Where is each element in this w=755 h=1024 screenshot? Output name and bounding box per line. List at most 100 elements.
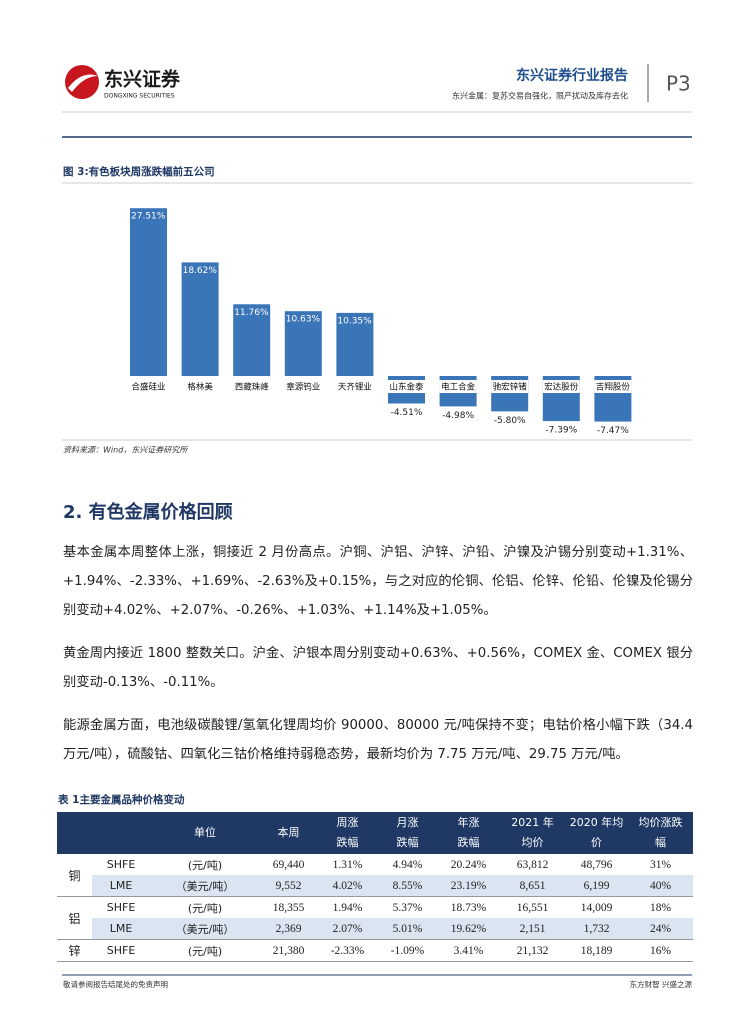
header-text: 跌幅 bbox=[457, 836, 480, 849]
table-cell: 21,132 bbox=[500, 939, 565, 962]
header-text: 2020 年均 bbox=[569, 816, 624, 829]
section-body: 基本金属本周整体上涨，铜接近 2 月份高点。沪铜、沪铝、沪锌、沪铅、沪镍及沪锡分… bbox=[63, 538, 693, 783]
table-row: 铝 SHFE (元/吨) 18,355 1.94% 5.37% 18.73% 16,551 14… bbox=[57, 896, 693, 940]
table-cell: SHFE bbox=[92, 939, 150, 962]
table-cell: LME bbox=[92, 918, 150, 940]
table-cell: SHFE bbox=[106, 901, 136, 914]
metal-cell: 铜 bbox=[57, 854, 92, 897]
value-label: 10.35% bbox=[337, 316, 372, 326]
table-cell: 1.31% bbox=[332, 858, 363, 871]
logo-icon bbox=[65, 65, 99, 99]
metal-cell: 铝 bbox=[57, 896, 92, 940]
value-label: -4.98% bbox=[442, 411, 474, 421]
table-cell: LME bbox=[92, 875, 150, 897]
table-cell: (元/吨) bbox=[187, 901, 223, 915]
header-cell: 均价涨跌幅 bbox=[628, 812, 693, 854]
header-text: 幅 bbox=[655, 836, 666, 849]
report-subtitle: 东兴金属：复苏交易自强化，限产扰动及库存去化 bbox=[452, 91, 628, 101]
table-cell: 9,552 bbox=[260, 875, 317, 897]
table-cell: SHFE bbox=[106, 858, 136, 871]
table-cell: 69,440 bbox=[272, 858, 305, 871]
table-cell: 18,355 bbox=[272, 901, 305, 914]
table-cell: 19.62% bbox=[437, 918, 500, 940]
logo-name: 东兴证券 bbox=[104, 68, 181, 91]
footer-slogan: 东方财智 兴盛之源 bbox=[630, 979, 693, 989]
figure-title: 图 3:有色板块周涨跌幅前五公司 bbox=[63, 165, 215, 178]
value-label: -4.51% bbox=[391, 408, 423, 418]
header-cell bbox=[57, 812, 150, 854]
category-label: 山东金泰 bbox=[389, 382, 424, 393]
table-cell: 16% bbox=[628, 939, 693, 962]
paragraph: 基本金属本周整体上涨，铜接近 2 月份高点。沪铜、沪铝、沪锌、沪铅、沪镍及沪锡分… bbox=[63, 545, 693, 618]
paragraph: 能源金属方面，电池级碳酸锂/氢氧化锂周均价 90000、80000 元/吨保持不… bbox=[63, 718, 693, 762]
header-cell: 年涨 跌幅 bbox=[437, 812, 500, 854]
category-label: 天齐锂业 bbox=[338, 382, 372, 393]
value-label: -7.47% bbox=[597, 426, 629, 436]
table-cell: （美元/吨） bbox=[150, 918, 260, 940]
header-text: 年涨 bbox=[457, 816, 480, 829]
header-text: 均价 bbox=[521, 836, 544, 849]
table-cell: 24% bbox=[628, 918, 693, 940]
table-cell: 23.19% bbox=[437, 875, 500, 897]
header-text: 跌幅 bbox=[336, 836, 359, 849]
header-text: 本周 bbox=[277, 826, 300, 839]
table-cell: 18,189 bbox=[565, 939, 628, 962]
bar-chart: 27.51% 合盛硅业 18.62% 格林美 11.76% 西藏珠峰 10.63% 章源钨业 1… bbox=[130, 208, 632, 436]
table-cell: -2.33% bbox=[317, 939, 378, 962]
table-row: 铜 SHFE (元/吨) 69,440 1.31% 4.94% 20.24% 63,812 48… bbox=[57, 854, 693, 897]
table-cell: 1.94% bbox=[332, 901, 363, 914]
report-type: 东兴证券行业报告 bbox=[516, 67, 628, 84]
table-cell: 5.37% bbox=[392, 901, 423, 914]
header-cell: 2020 年均价 bbox=[565, 812, 628, 854]
category-label: 宏达股份 bbox=[544, 382, 579, 393]
header-text: 单位 bbox=[194, 826, 216, 839]
table-cell: (元/吨) bbox=[187, 858, 223, 872]
category-label: 吉翔股份 bbox=[596, 382, 631, 393]
table-cell: 2,369 bbox=[260, 918, 317, 940]
table-cell: 20.24% bbox=[450, 858, 487, 871]
footer-disclaimer: 敬请参阅报告结尾处的免责声明 bbox=[63, 979, 168, 989]
category-label-bg bbox=[388, 380, 425, 393]
table-cell: 18% bbox=[649, 901, 672, 914]
bar bbox=[336, 312, 374, 376]
table-cell: 31% bbox=[649, 858, 672, 871]
metal-cell: 锌 bbox=[57, 939, 92, 962]
value-label: 27.51% bbox=[131, 212, 166, 222]
table-cell: 16,551 bbox=[516, 901, 549, 914]
table-row: LME （美元/吨） 9,552 4.02% 8.55% 23.19% 8,651 6,199… bbox=[57, 875, 693, 897]
value-label: -5.80% bbox=[494, 416, 526, 426]
category-label-bg bbox=[336, 380, 374, 393]
header-text: 均价涨跌 bbox=[638, 816, 683, 829]
table-cell: 5.01% bbox=[378, 918, 437, 940]
table-cell: 2,151 bbox=[500, 918, 565, 940]
table-cell: 14,009 bbox=[580, 901, 613, 914]
table-cell: 21,380 bbox=[260, 939, 317, 962]
header-cell: 本周 bbox=[260, 812, 317, 854]
header-text: 价 bbox=[591, 836, 602, 849]
category-label: 西藏珠峰 bbox=[235, 382, 270, 393]
category-label-bg bbox=[594, 380, 632, 393]
category-label: 章源钨业 bbox=[286, 382, 320, 393]
category-label-bg bbox=[542, 380, 580, 393]
table-row: 锌 SHFE (元/吨) 21,380 -2.33% -1.09% 3.41% 21,132 1… bbox=[57, 939, 693, 962]
bar bbox=[130, 208, 167, 376]
table-cell: 8,651 bbox=[500, 875, 565, 897]
table-cell: （美元/吨） bbox=[150, 875, 260, 897]
table-cell: 4.02% bbox=[317, 875, 378, 897]
table-cell: 8.55% bbox=[378, 875, 437, 897]
table-cell: -1.09% bbox=[378, 939, 437, 962]
category-label: 合盛硅业 bbox=[131, 382, 165, 393]
logo-swoosh bbox=[68, 74, 98, 92]
category-label-bg bbox=[181, 380, 219, 393]
value-label: -7.39% bbox=[545, 426, 577, 436]
section-heading: 2. 有色金属价格回顾 bbox=[63, 502, 233, 523]
paragraph: 黄金周内接近 1800 整数关口。沪金、沪银本周分别变动+0.63%、+0.56… bbox=[63, 646, 693, 690]
category-label-bg bbox=[130, 380, 167, 393]
header-text: 月涨 bbox=[396, 816, 419, 829]
value-label: 18.62% bbox=[183, 266, 218, 276]
table-cell: 3.41% bbox=[437, 939, 500, 962]
table-cell: 40% bbox=[628, 875, 693, 897]
header-cell: 周涨 跌幅 bbox=[317, 812, 378, 854]
